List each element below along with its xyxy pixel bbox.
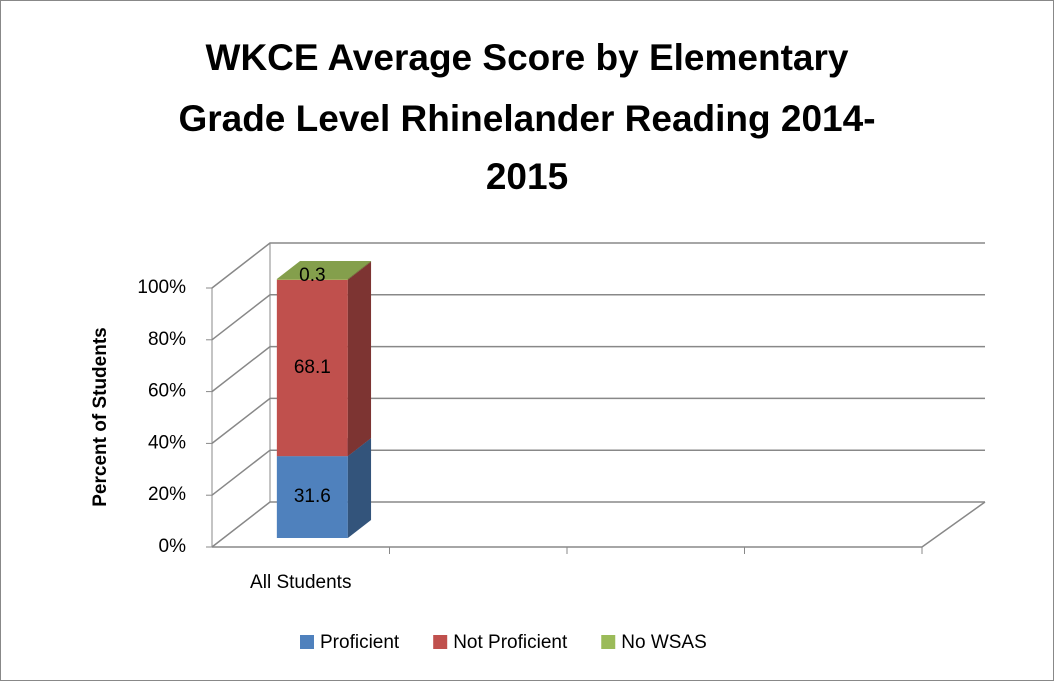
bar: [276, 279, 348, 280]
y-tick-label: 40%: [148, 432, 186, 453]
y-tick-label: 100%: [137, 277, 186, 298]
chart-title: Grade Level Rhinelander Reading 2014-: [178, 98, 875, 139]
data-label: 31.6: [294, 486, 331, 507]
bar-top: [276, 261, 372, 279]
grid-line: [211, 501, 985, 548]
y-tick-label: 20%: [148, 484, 186, 505]
legend-label: No WSAS: [621, 632, 707, 653]
grid-line: [211, 449, 985, 496]
data-label: 0.3: [299, 265, 325, 286]
x-tick-label: All Students: [250, 572, 351, 593]
legend-label: Proficient: [320, 632, 400, 653]
bar-side: [347, 261, 372, 280]
grid-line: [211, 345, 985, 393]
y-tick-label: 60%: [148, 381, 186, 402]
chart-title: 2015: [486, 156, 568, 197]
bar-side: [347, 438, 372, 538]
legend-label: Not Proficient: [453, 632, 568, 653]
data-label: 68.1: [294, 357, 331, 378]
grid-line: [211, 397, 985, 444]
grid-line: [211, 294, 985, 341]
legend-swatch: [433, 635, 448, 649]
legend-swatch: [601, 635, 616, 649]
bar-side: [347, 261, 372, 457]
legend-swatch: [300, 635, 314, 649]
y-tick-label: 80%: [148, 329, 186, 350]
bar: [276, 456, 348, 538]
y-axis-label: Percent of Students: [90, 327, 111, 506]
grid-line: [211, 242, 985, 289]
bar: [276, 279, 348, 457]
y-tick-label: 0%: [159, 536, 187, 557]
chart-title: WKCE Average Score by Elementary: [206, 37, 849, 78]
